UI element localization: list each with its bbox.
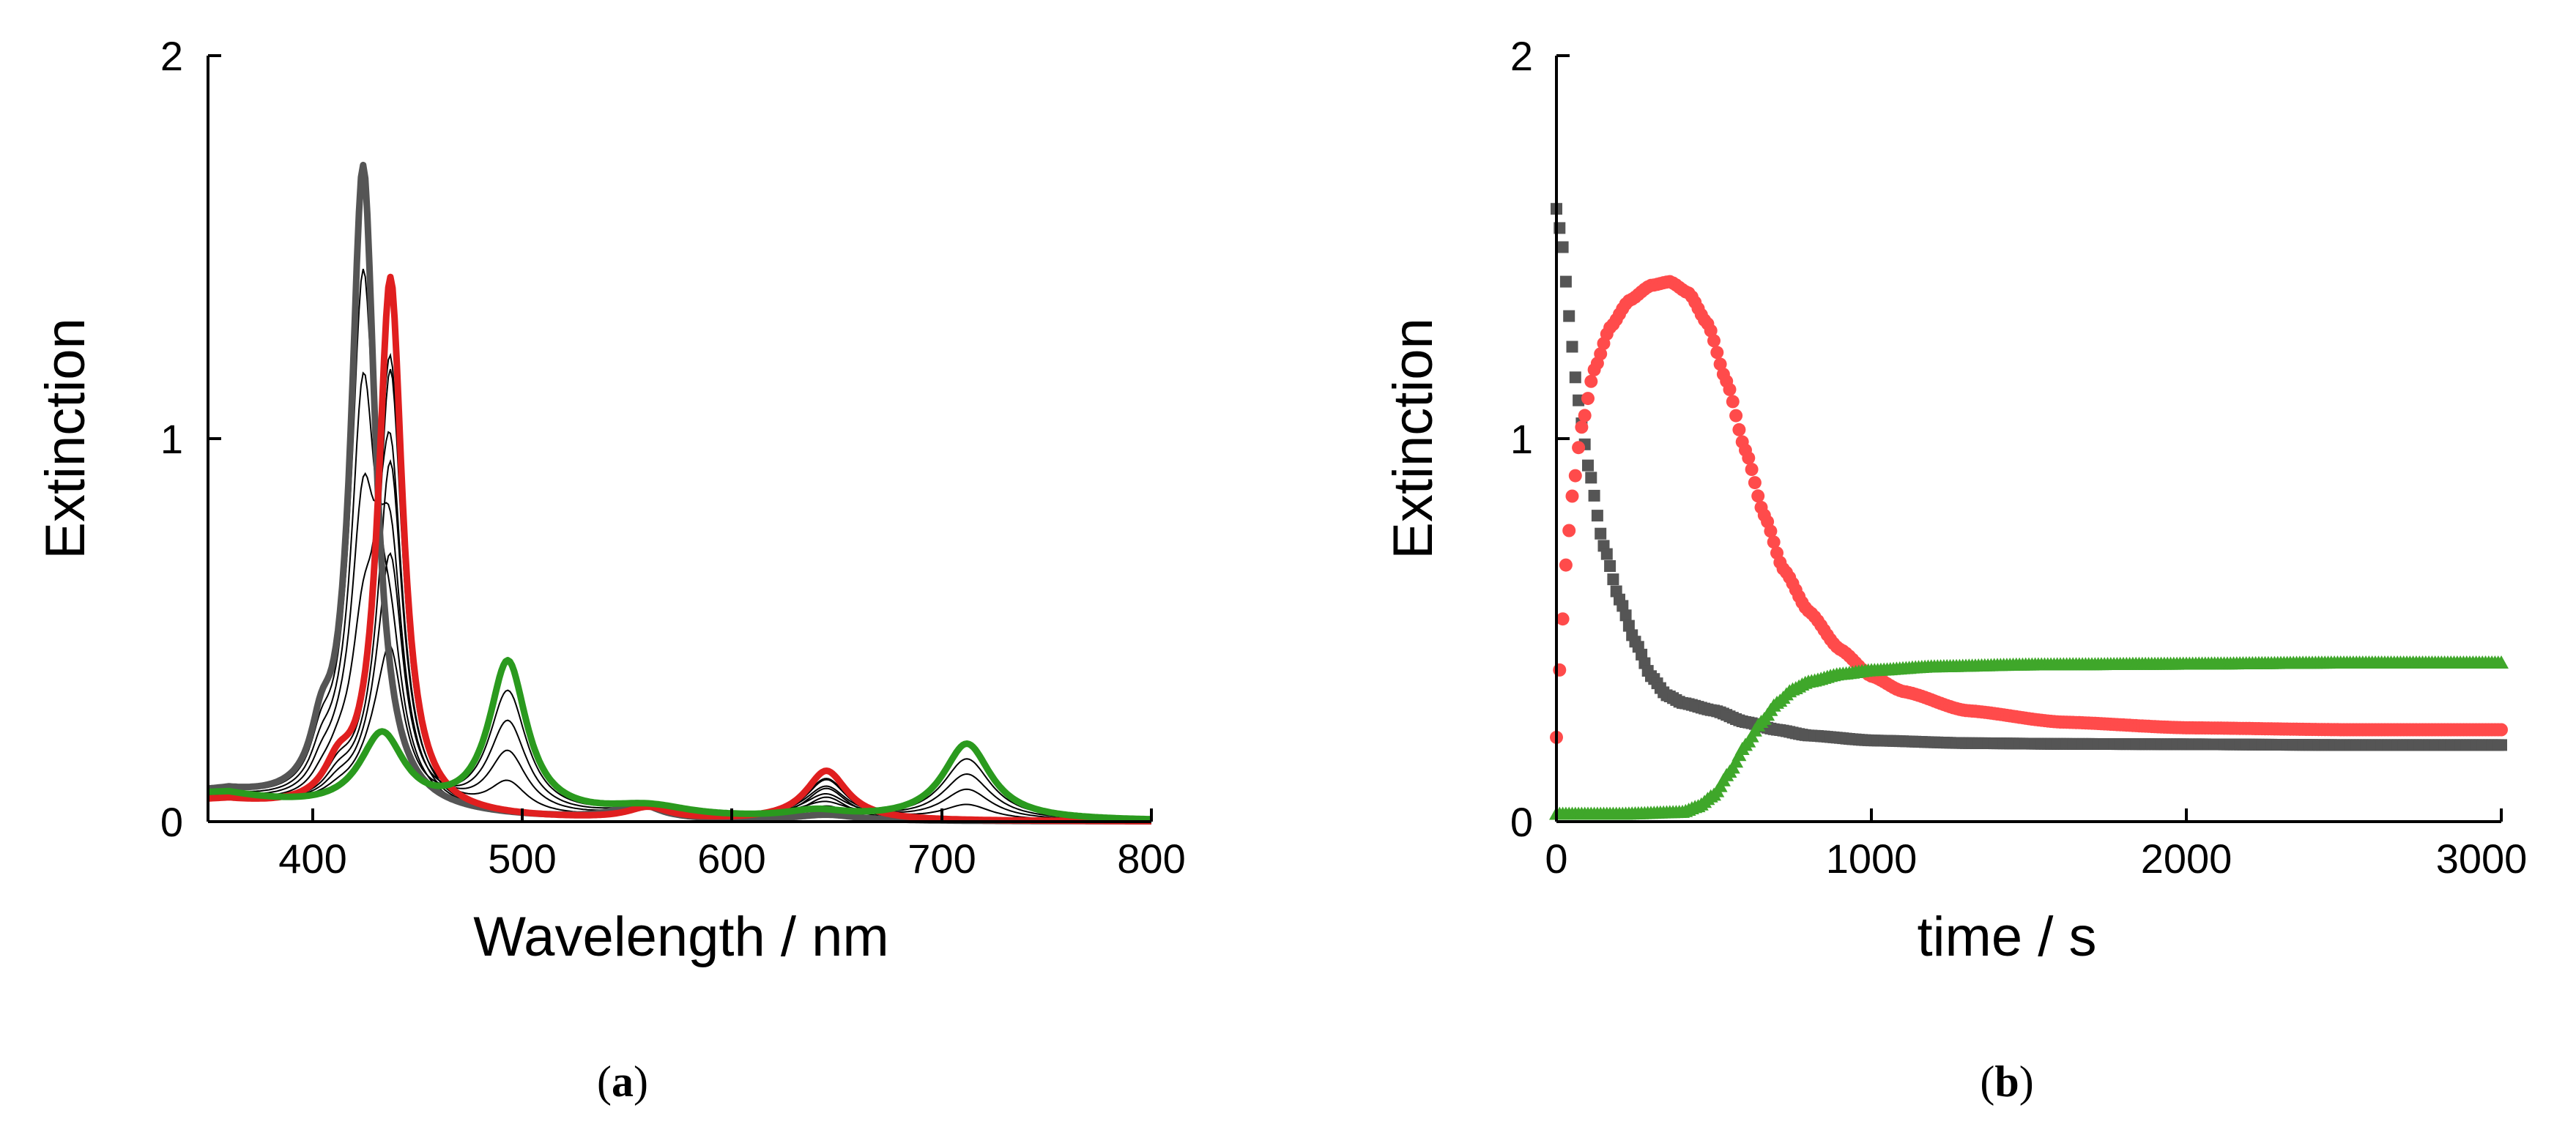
panel-b-series-triangle xyxy=(1549,655,2509,820)
panel-b-marker-square xyxy=(1600,548,1613,560)
panel-a-xtick-label-700: 700 xyxy=(907,836,976,882)
panel-b-marker-circle xyxy=(1726,395,1740,409)
panel-b-marker-circle xyxy=(1742,451,1756,465)
panel-b-marker-square xyxy=(1582,459,1594,472)
panel-a-xtick-label-400: 400 xyxy=(278,836,346,882)
panel-b-marker-circle xyxy=(1748,476,1762,490)
panel-b-y-axis-title: Extinction xyxy=(1382,318,1444,559)
panel-b-marker-square xyxy=(1563,310,1575,322)
panel-b-markers xyxy=(1549,203,2509,820)
panel-b-marker-circle xyxy=(1594,347,1608,361)
panel-a-ytick-label-1: 1 xyxy=(160,416,183,462)
panel-b-xtick-label-3000: 3000 xyxy=(2436,836,2528,882)
panel-b-marker-circle xyxy=(1764,524,1778,538)
panel-a-thin-curves xyxy=(207,269,1152,822)
panel-b-marker-circle xyxy=(1723,382,1737,396)
panel-b-marker-square xyxy=(1573,394,1585,406)
panel-a-series-intermediate xyxy=(207,273,1153,825)
panel-a-series-initial xyxy=(207,161,1153,825)
panel-b-marker-circle xyxy=(1584,374,1598,388)
panel-b-xtick-label-0: 0 xyxy=(1545,836,1567,882)
panel-b-series-square xyxy=(1551,203,2507,751)
panel-a-xtick-label-500: 500 xyxy=(488,836,556,882)
panel-b-xtick-label-1000: 1000 xyxy=(1826,836,1918,882)
panel-b-marker-circle xyxy=(1710,346,1724,360)
panel-b-marker-triangle xyxy=(2494,655,2509,669)
panel-b-marker-square xyxy=(1604,560,1617,572)
panel-b-marker-circle xyxy=(1575,420,1589,434)
panel-b-ytick-label-1: 1 xyxy=(1510,416,1533,462)
panel-a-ytick-label-2: 2 xyxy=(160,33,183,79)
panel-b-label-close: ) xyxy=(2019,1057,2034,1106)
panel-a-label-close: ) xyxy=(634,1057,648,1106)
panel-b-marker-circle xyxy=(1729,409,1743,423)
panel-a-x-axis-title: Wavelength / nm xyxy=(473,906,888,968)
panel-a-label-open: ( xyxy=(597,1057,612,1106)
panel-b-marker-circle xyxy=(2495,723,2508,737)
panel-b-marker-circle xyxy=(1562,524,1576,538)
panel-a-series-final xyxy=(207,657,1153,823)
panel-b-marker-circle xyxy=(1767,535,1781,549)
panel-b-marker-circle xyxy=(1559,558,1573,572)
panel-b-marker-square xyxy=(1569,371,1581,384)
panel-a-xtick-label-600: 600 xyxy=(697,836,765,882)
panel-b-marker-square xyxy=(1585,472,1597,484)
panel-b-ytick-label-0: 0 xyxy=(1510,799,1533,845)
panel-a-label: (a) xyxy=(597,1057,648,1106)
panel-b-marker-circle xyxy=(1578,409,1592,423)
panel-b-marker-circle xyxy=(1581,392,1595,406)
panel-a-intermediate-spectrum xyxy=(207,277,1151,822)
panel-a-series xyxy=(207,161,1153,825)
panel-b-marker-circle xyxy=(1565,489,1579,503)
panel-b-marker-square xyxy=(2495,739,2507,751)
panel-b-marker-square xyxy=(1617,600,1629,612)
panel-b-marker-square xyxy=(1556,241,1569,253)
panel-b-marker-circle xyxy=(1751,489,1765,503)
panel-a-chart: 0 1 2 400 500 600 700 800 Wavelength / n… xyxy=(34,33,1186,1106)
panel-b-marker-square xyxy=(1566,341,1578,353)
panel-b-marker-square xyxy=(1619,609,1632,622)
panel-b-marker-square xyxy=(1588,489,1600,502)
panel-a-y-axis-title: Extinction xyxy=(34,318,97,559)
panel-b-marker-square xyxy=(1591,510,1603,522)
panel-a-ytick-label-0: 0 xyxy=(160,799,183,845)
panel-a-label-letter: a xyxy=(612,1057,634,1106)
panel-b-marker-circle xyxy=(1556,612,1570,626)
panel-b-label-letter: b xyxy=(1994,1057,2019,1106)
panel-b-marker-circle xyxy=(1568,469,1582,483)
panel-b-ytick-label-2: 2 xyxy=(1510,33,1533,79)
panel-b-marker-circle xyxy=(1572,441,1586,455)
panel-b-marker-circle xyxy=(1704,324,1718,338)
panel-b-x-axis-title: time / s xyxy=(1918,906,2097,968)
panel-b-marker-square xyxy=(1559,275,1572,288)
panel-b-marker-square xyxy=(1622,620,1635,632)
panel-b-label: (b) xyxy=(1980,1057,2033,1106)
panel-b-xtick-label-2000: 2000 xyxy=(2141,836,2232,882)
panel-b-marker-circle xyxy=(1707,334,1721,348)
panel-b-label-open: ( xyxy=(1980,1057,1994,1106)
panel-b-marker-circle xyxy=(1713,357,1727,371)
panel-a-xtick-label-800: 800 xyxy=(1117,836,1185,882)
panel-a-intermediate-spectrum xyxy=(207,269,1152,822)
panel-b-series-circle xyxy=(1550,275,2508,744)
panel-b-chart: 0 1 2 0 1000 2000 3000 time / s Extincti… xyxy=(1382,33,2527,1106)
panel-b-marker-square xyxy=(1607,573,1619,586)
panel-b-marker-square xyxy=(1595,527,1607,540)
panel-b-marker-circle xyxy=(1745,463,1759,476)
panel-b-marker-circle xyxy=(1732,423,1746,436)
